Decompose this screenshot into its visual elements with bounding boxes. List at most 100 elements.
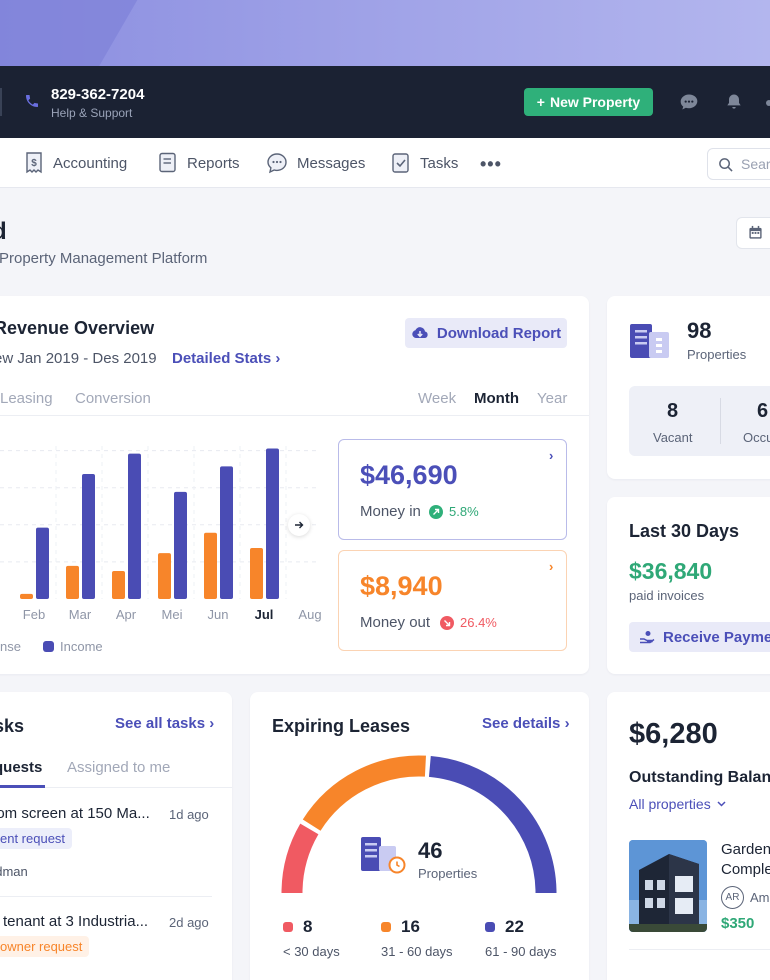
hand-coin-icon: [640, 631, 655, 644]
task-title: oom screen at 150 Ma...: [0, 805, 150, 822]
money-in-card[interactable]: $46,690 Money in 5.8% ›: [338, 439, 567, 540]
bar-expense-mar: [66, 565, 79, 599]
arrow-right-icon: [295, 521, 304, 529]
nav-item-tasks[interactable]: Tasks: [391, 152, 458, 174]
nav-label-reports: Reports: [187, 154, 240, 172]
expiring-leases-gauge: [281, 755, 557, 894]
new-property-label: New Property: [549, 94, 641, 110]
building-icon: [630, 324, 669, 358]
bar-expense-feb: [20, 593, 33, 599]
invoice-dollar-icon: $: [26, 152, 42, 174]
download-report-label: Download Report: [436, 324, 562, 342]
paid-invoices-label: paid invoices: [629, 588, 705, 603]
see-all-tasks-link[interactable]: See all tasks ›: [115, 715, 214, 732]
main-nav: $ Accounting Reports Messages Tasks ••• …: [0, 138, 770, 188]
occupancy-summary: 8 Vacant 6 Occu: [629, 386, 770, 456]
chevron-right-icon: ›: [564, 715, 570, 732]
more-menu-button[interactable]: •••: [480, 154, 502, 174]
nav-item-messages[interactable]: Messages: [266, 152, 365, 174]
checklist-icon: [392, 153, 409, 173]
page-subtitle: Property Management Platform: [0, 250, 208, 267]
occupied-label: Occu: [743, 430, 770, 445]
svg-text:$: $: [31, 158, 37, 169]
property-balance: $350: [721, 915, 755, 932]
money-out-change-value: 26.4%: [460, 615, 497, 630]
nav-label-accounting: Accounting: [53, 154, 128, 172]
money-in-value: $46,690: [360, 460, 458, 490]
search-input[interactable]: Search: [707, 148, 770, 180]
bar-income-mei: [174, 491, 187, 599]
bucket-swatch: [485, 922, 495, 932]
chevron-right-icon: ›: [275, 350, 281, 367]
calendar-icon: [749, 225, 762, 239]
expiring-leases-card: Expiring Leases See details › 46 Propert…: [250, 692, 589, 980]
bar-income-feb: [36, 527, 49, 599]
money-in-change: 5.8%: [429, 504, 479, 519]
last-30-days-title: Last 30 Days: [629, 521, 740, 541]
money-out-card[interactable]: $8,940 Money out 26.4% ›: [338, 550, 567, 651]
tab-conversion[interactable]: Conversion: [75, 390, 151, 407]
chevron-right-icon: ›: [209, 715, 215, 732]
legend-expense-label: nse: [0, 639, 21, 654]
revenue-bar-chart: Feb Mar Apr Mei Jun Jul Aug: [0, 436, 322, 622]
tasks-title: sks: [0, 716, 25, 736]
search-icon: [719, 157, 733, 172]
money-out-label: Money out: [360, 614, 431, 631]
tab-leasing[interactable]: Leasing: [0, 390, 53, 407]
bell-icon[interactable]: [724, 92, 744, 112]
period-month[interactable]: Month: [474, 390, 519, 407]
chat-icon[interactable]: [679, 92, 699, 112]
detailed-stats-label: Detailed Stats: [172, 350, 272, 367]
bar-income-mar: [82, 474, 95, 599]
money-in-label: Money in: [360, 503, 421, 520]
nav-item-reports[interactable]: Reports: [158, 152, 240, 174]
period-week[interactable]: Week: [418, 390, 457, 407]
bar-income-apr: [128, 453, 141, 599]
nav-item-accounting[interactable]: $ Accounting: [24, 152, 127, 174]
chart-next-button[interactable]: [288, 514, 310, 536]
bucket-count: 16: [401, 917, 420, 936]
property-filter-dropdown[interactable]: All properties: [629, 796, 726, 812]
chat-bubble-icon: [267, 153, 287, 174]
date-picker-button[interactable]: [736, 217, 770, 249]
bar-expense-jun: [204, 532, 217, 599]
see-details-label: See details: [482, 715, 561, 732]
occupied-count: 6: [757, 400, 769, 422]
property-photo[interactable]: [629, 840, 707, 932]
money-out-value: $8,940: [360, 571, 443, 601]
arrow-down-circle-icon: [440, 615, 454, 630]
header-overflow-dot: [766, 100, 770, 106]
tasks-card: sks See all tasks › quests Assigned to m…: [0, 692, 232, 980]
support-phone-number[interactable]: 829-362-7204: [51, 86, 145, 103]
see-details-link[interactable]: See details ›: [482, 715, 570, 732]
building-clock-icon: [361, 837, 406, 874]
paid-invoices-amount: $36,840: [629, 558, 713, 584]
properties-label: Properties: [687, 347, 747, 362]
header-divider: [0, 88, 2, 116]
outstanding-title: Outstanding Balan: [629, 769, 770, 786]
avatar: AR: [721, 886, 744, 909]
property-name: Garden Comple: [721, 841, 770, 878]
report-icon: [159, 152, 176, 173]
money-out-change: 26.4%: [440, 615, 497, 630]
outstanding-amount: $6,280: [629, 718, 718, 750]
gauge-segment-2: [302, 755, 426, 831]
revenue-title: Revenue Overview: [0, 318, 155, 338]
tab-requests[interactable]: quests: [0, 759, 43, 776]
agent-name: Am: [750, 890, 770, 905]
receive-payment-button[interactable]: Receive Payment: [629, 622, 770, 652]
task-title: w tenant at 3 Industria...: [0, 913, 149, 930]
bar-expense-apr: [112, 570, 125, 599]
detailed-stats-link[interactable]: Detailed Stats ›: [172, 350, 280, 367]
x-tick-label-jul: Jul: [255, 607, 274, 622]
tab-assigned-to-me[interactable]: Assigned to me: [67, 759, 171, 776]
new-property-button[interactable]: + New Property: [524, 88, 653, 116]
task-tag: owner request: [0, 936, 90, 957]
property-divider: [629, 949, 770, 950]
period-year[interactable]: Year: [537, 390, 568, 407]
receive-payment-label: Receive Payment: [663, 628, 770, 646]
lease-bucket-61-90: 22 61 - 90 days: [485, 917, 557, 959]
chevron-right-icon: ›: [549, 448, 554, 463]
properties-card: 98 Properties 8 Vacant 6 Occu: [607, 296, 770, 479]
download-report-button[interactable]: Download Report: [405, 318, 567, 348]
